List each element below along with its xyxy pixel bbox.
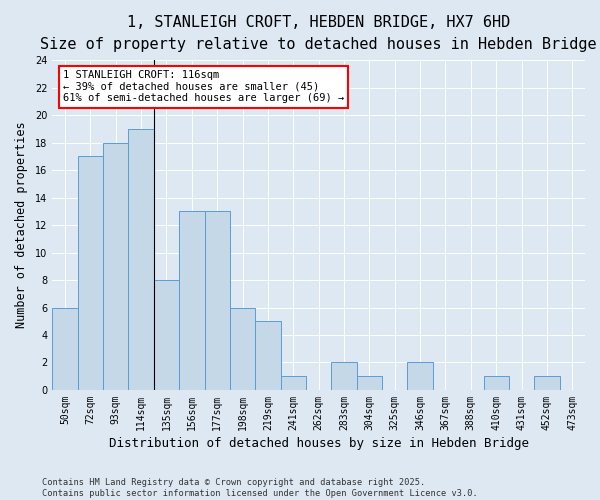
Bar [154, 280, 179, 390]
Bar [331, 362, 357, 390]
Text: 1 STANLEIGH CROFT: 116sqm
← 39% of detached houses are smaller (45)
61% of semi-: 1 STANLEIGH CROFT: 116sqm ← 39% of detac… [63, 70, 344, 103]
Bar [205, 212, 230, 390]
Bar [357, 376, 382, 390]
Bar [484, 376, 509, 390]
Bar [179, 212, 205, 390]
X-axis label: Distribution of detached houses by size in Hebden Bridge: Distribution of detached houses by size … [109, 437, 529, 450]
Bar [52, 308, 77, 390]
Bar [77, 156, 103, 390]
Text: Contains HM Land Registry data © Crown copyright and database right 2025.
Contai: Contains HM Land Registry data © Crown c… [42, 478, 478, 498]
Bar [230, 308, 255, 390]
Bar [128, 129, 154, 390]
Bar [281, 376, 306, 390]
Bar [103, 142, 128, 390]
Y-axis label: Number of detached properties: Number of detached properties [15, 122, 28, 328]
Bar [534, 376, 560, 390]
Title: 1, STANLEIGH CROFT, HEBDEN BRIDGE, HX7 6HD
Size of property relative to detached: 1, STANLEIGH CROFT, HEBDEN BRIDGE, HX7 6… [40, 15, 597, 52]
Bar [255, 322, 281, 390]
Bar [407, 362, 433, 390]
